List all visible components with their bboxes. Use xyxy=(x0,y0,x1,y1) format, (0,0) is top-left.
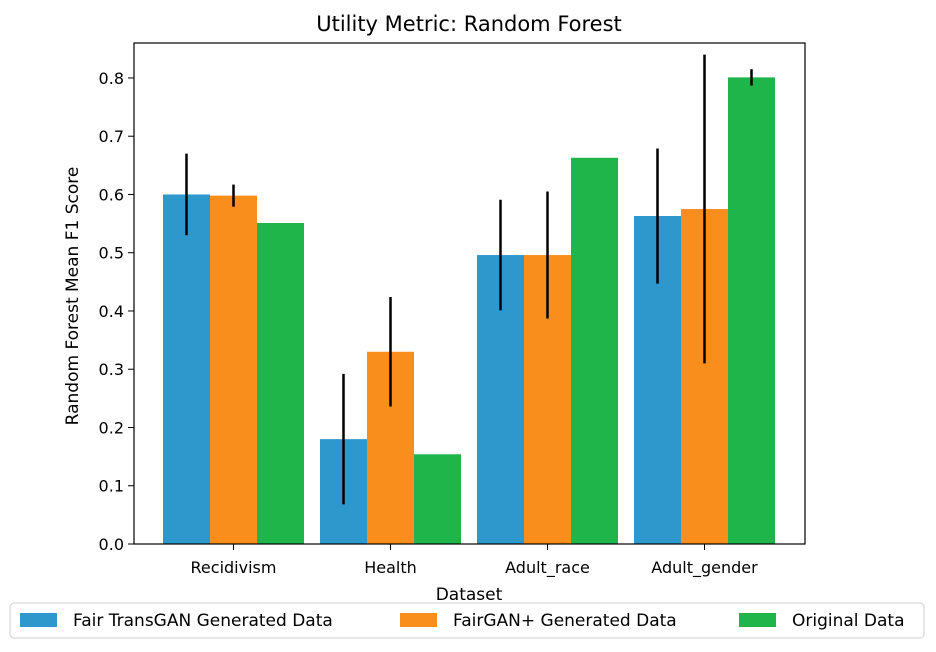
y-tick-label: 0.1 xyxy=(99,477,124,496)
bar xyxy=(414,454,461,544)
bar xyxy=(163,194,210,544)
x-tick-label: Health xyxy=(364,558,417,577)
y-tick-label: 0.3 xyxy=(99,360,124,379)
y-tick-label: 0.8 xyxy=(99,69,124,88)
bar xyxy=(210,195,257,544)
plot-area: Recidivism Health Adult_race Adult_gender 0.… xyxy=(99,42,806,578)
x-tick-label: Adult_gender xyxy=(651,558,758,578)
y-tick-label: 0.2 xyxy=(99,418,124,437)
x-axis-label: Dataset xyxy=(436,585,503,605)
y-tick-label: 0.6 xyxy=(99,185,124,204)
y-tick-label: 0.4 xyxy=(99,302,124,321)
legend-swatch xyxy=(739,613,776,627)
y-tick-label: 0.0 xyxy=(99,535,124,554)
legend: Fair TransGAN Generated Data FairGAN+ Gen… xyxy=(9,602,925,639)
legend-swatch xyxy=(400,613,437,627)
y-tick-label: 0.5 xyxy=(99,244,124,263)
legend-label: Original Data xyxy=(792,611,905,631)
y-tick-label: 0.7 xyxy=(99,127,124,146)
y-axis-label: Random Forest Mean F1 Score xyxy=(63,167,83,426)
legend-swatch xyxy=(20,613,57,627)
legend-box xyxy=(9,602,925,639)
x-tick-label: Recidivism xyxy=(191,558,277,577)
bar xyxy=(728,77,775,544)
bar xyxy=(571,157,618,544)
x-tick-label: Adult_race xyxy=(505,558,590,578)
axes-frame xyxy=(133,42,806,545)
chart-title: Utility Metric: Random Forest xyxy=(316,12,622,36)
legend-label: FairGAN+ Generated Data xyxy=(453,611,677,631)
legend-label: Fair TransGAN Generated Data xyxy=(73,611,333,631)
bar xyxy=(257,223,304,544)
